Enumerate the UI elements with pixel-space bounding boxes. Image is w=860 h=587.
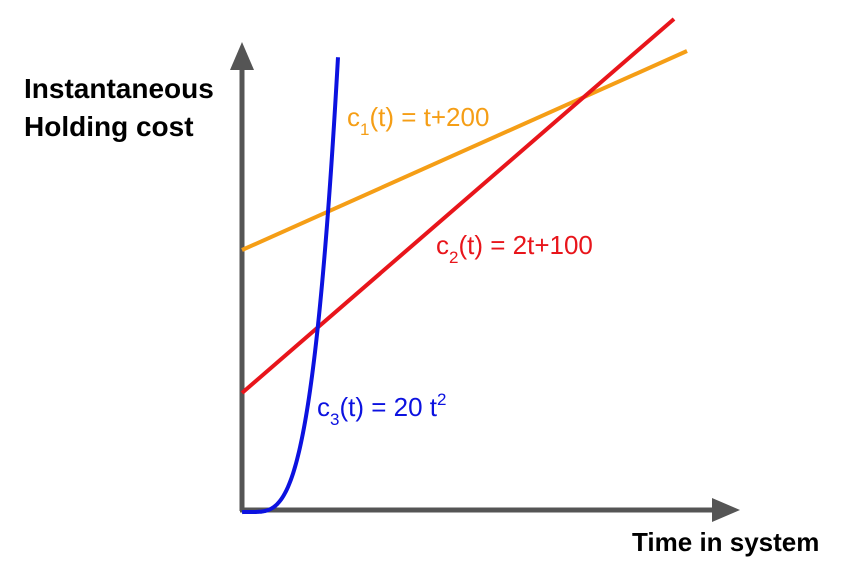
y-axis-label: Holding cost <box>24 111 194 142</box>
curve-3 <box>241 57 340 515</box>
curve-label: c3(t) = 20 t2 <box>317 390 446 429</box>
formula: (t) = 20 t <box>339 392 437 422</box>
x-axis-label: Time in system <box>632 527 819 557</box>
y-arrow <box>230 42 254 70</box>
symbol: c <box>436 230 449 260</box>
subscript: 1 <box>360 120 369 139</box>
curve-1 <box>241 49 688 252</box>
superscript: 2 <box>437 390 446 409</box>
curve-2 <box>240 17 676 395</box>
formula: (t) = t+200 <box>369 102 489 132</box>
curve-label: c2(t) = 2t+100 <box>436 230 593 267</box>
x-arrow <box>712 498 740 522</box>
curve-label: c1(t) = t+200 <box>347 102 489 139</box>
symbol: c <box>317 392 330 422</box>
subscript: 3 <box>330 410 339 429</box>
subscript: 2 <box>449 248 458 267</box>
formula: (t) = 2t+100 <box>458 230 592 260</box>
symbol: c <box>347 102 360 132</box>
y-axis-label: Instantaneous <box>24 73 214 104</box>
